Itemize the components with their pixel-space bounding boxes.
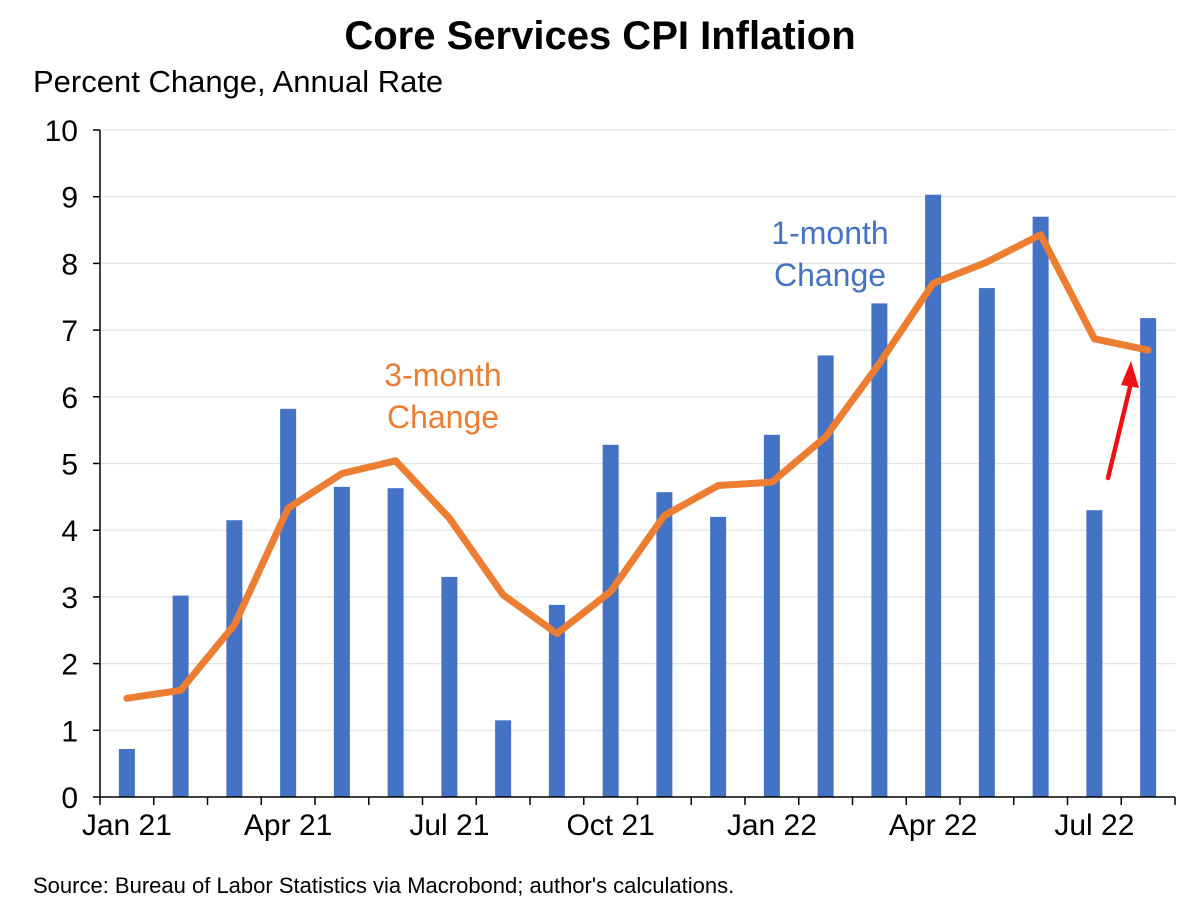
y-tick-label: 8 <box>61 248 78 281</box>
y-tick-label: 10 <box>45 115 78 148</box>
axes <box>99 130 1176 805</box>
red-arrow <box>1105 361 1139 481</box>
y-tick-label: 0 <box>61 782 78 815</box>
bar <box>817 355 834 797</box>
bar <box>656 492 673 797</box>
bar <box>925 194 942 798</box>
y-tick-label: 2 <box>61 649 78 682</box>
gridlines <box>93 129 1175 798</box>
bar <box>172 595 189 797</box>
series-line-3-month <box>123 231 1152 702</box>
bar <box>871 303 888 797</box>
bar-series-1-month <box>118 194 1157 798</box>
y-tick-label: 6 <box>61 382 78 415</box>
x-tick-label: Oct 21 <box>566 809 654 842</box>
bar <box>226 520 243 797</box>
bar <box>280 408 297 797</box>
bar <box>118 748 135 797</box>
bar <box>602 444 619 797</box>
line-series-3-month <box>123 231 1152 702</box>
x-tick-label: Jul 21 <box>409 809 489 842</box>
y-tick-labels: 0 1 2 3 4 5 6 7 8 9 10 <box>45 115 78 815</box>
y-tick-label: 5 <box>61 449 78 482</box>
bar <box>763 434 780 797</box>
annotations: 1-month Change 3-month Change <box>384 215 888 435</box>
bar <box>548 604 565 797</box>
annotation-label: Change <box>387 399 499 435</box>
bar <box>1032 216 1049 797</box>
bar <box>1086 510 1103 797</box>
bar <box>1140 318 1157 797</box>
bar <box>978 288 995 797</box>
source-note: Source: Bureau of Labor Statistics via M… <box>33 873 735 898</box>
bar <box>495 720 512 797</box>
y-tick-label: 7 <box>61 315 78 348</box>
y-tick-label: 1 <box>61 715 78 748</box>
annotation-label: Change <box>774 257 886 293</box>
chart-title: Core Services CPI Inflation <box>344 14 856 58</box>
y-tick-label: 9 <box>61 182 78 215</box>
x-tick-label: Apr 21 <box>244 809 332 842</box>
arrow-head <box>1121 361 1139 388</box>
y-tick-label: 4 <box>61 515 78 548</box>
x-tick-label: Jan 21 <box>82 809 172 842</box>
bar <box>333 486 350 797</box>
bar <box>387 488 404 797</box>
y-tick-label: 3 <box>61 582 78 615</box>
x-tick-labels: Jan 21 Apr 21 Jul 21 Oct 21 Jan 22 Apr 22 Jul … <box>82 809 1135 842</box>
arrow-shaft <box>1105 384 1133 481</box>
x-tick-label: Apr 22 <box>889 809 977 842</box>
x-tick-label: Jul 22 <box>1054 809 1134 842</box>
annotation-label: 3-month <box>384 357 501 393</box>
bar <box>441 576 458 797</box>
bar <box>710 516 727 797</box>
chart-subtitle: Percent Change, Annual Rate <box>33 64 444 99</box>
annotation-label: 1-month <box>771 215 888 251</box>
x-tick-label: Jan 22 <box>727 809 817 842</box>
